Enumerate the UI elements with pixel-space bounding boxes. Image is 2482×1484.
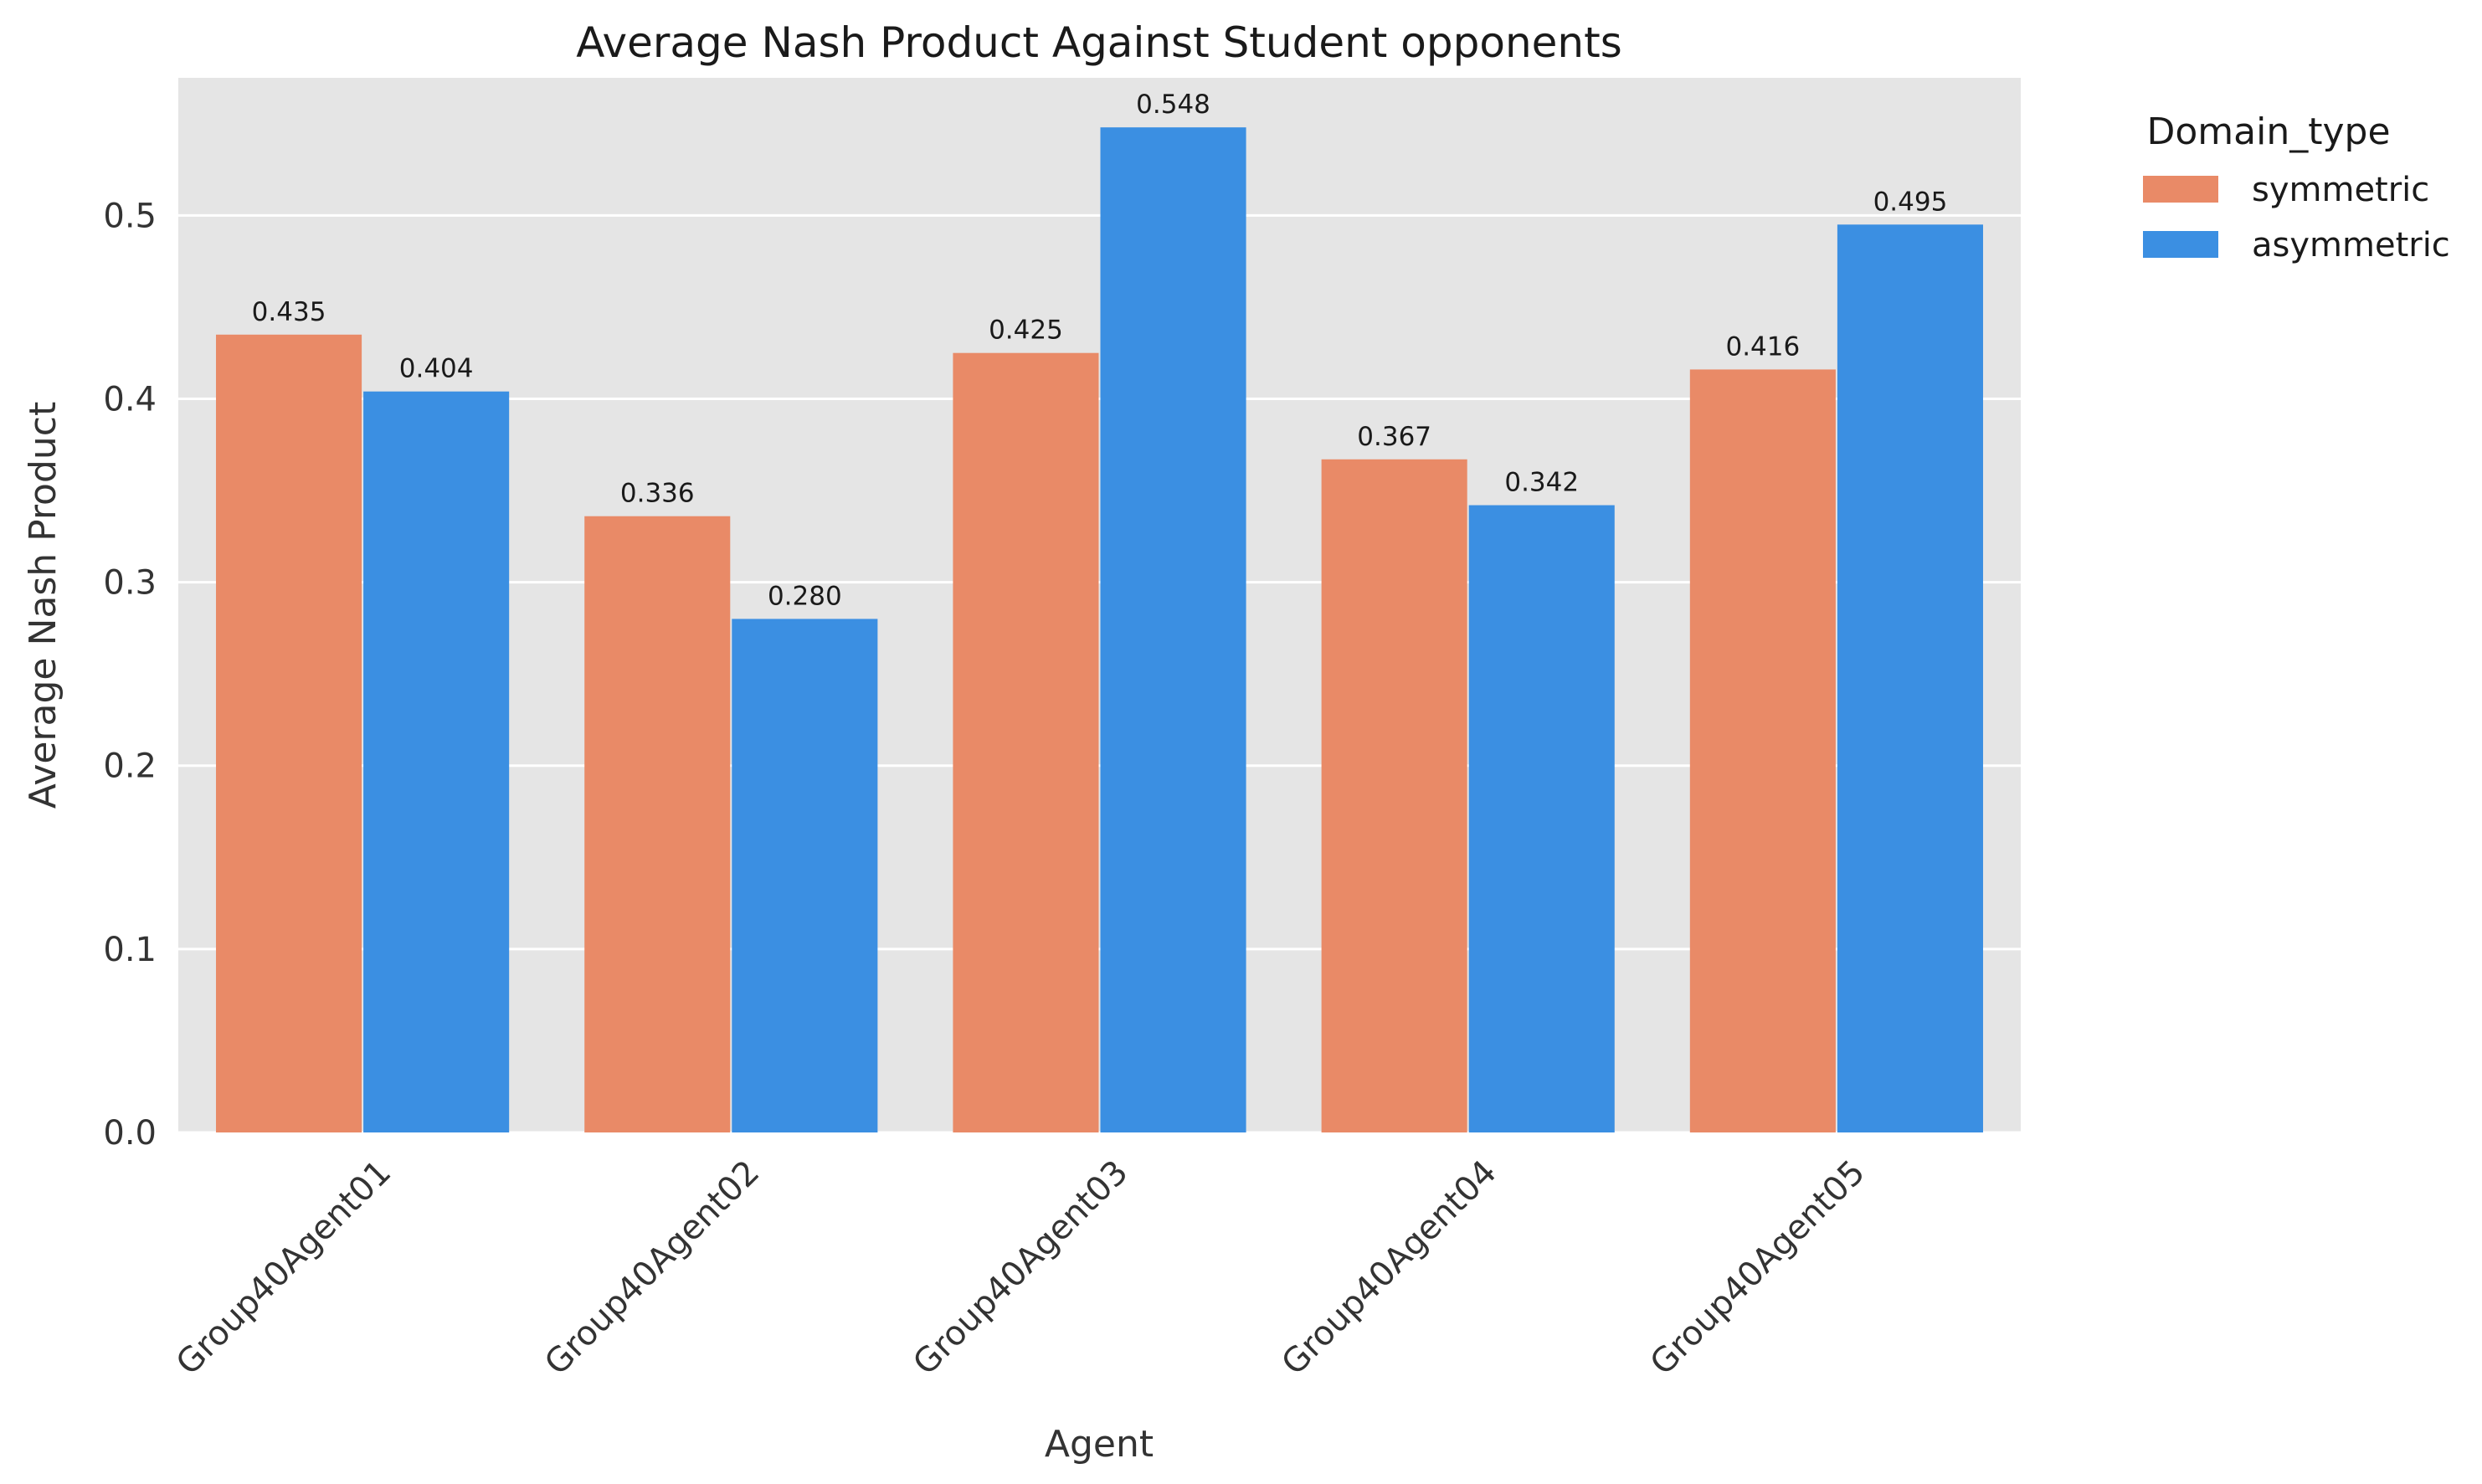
data-label: 0.367 xyxy=(1357,422,1431,452)
y-tick-label: 0.4 xyxy=(103,380,157,418)
bar-symmetric-Group40Agent01 xyxy=(216,334,362,1133)
bar-asymmetric-Group40Agent01 xyxy=(363,391,510,1133)
bars xyxy=(216,127,1983,1133)
x-tick-label: Group40Agent05 xyxy=(1643,1153,1873,1383)
data-label: 0.416 xyxy=(1725,331,1800,362)
legend-swatch-symmetric xyxy=(2143,176,2218,203)
y-tick-label: 0.1 xyxy=(103,931,157,969)
bar-symmetric-Group40Agent03 xyxy=(953,352,1099,1132)
chart-title: Average Nash Product Against Student opp… xyxy=(576,18,1622,67)
data-labels: 0.435 0.404 0.336 0.280 0.425 0.548 0.367 0.342… xyxy=(252,90,1948,611)
legend-label: symmetric xyxy=(2252,171,2429,209)
data-label: 0.548 xyxy=(1136,90,1210,120)
data-label: 0.342 xyxy=(1504,468,1579,498)
y-tick-label: 0.2 xyxy=(103,747,157,786)
x-tick-label: Group40Agent04 xyxy=(1274,1153,1503,1383)
data-label: 0.435 xyxy=(252,297,326,327)
bar-symmetric-Group40Agent02 xyxy=(584,516,731,1132)
y-tick-label: 0.3 xyxy=(103,564,157,603)
data-label: 0.495 xyxy=(1873,187,1948,217)
bar-symmetric-Group40Agent04 xyxy=(1321,459,1467,1132)
legend-swatch-asymmetric xyxy=(2143,231,2218,258)
bar-asymmetric-Group40Agent03 xyxy=(1100,127,1246,1132)
bar-asymmetric-Group40Agent02 xyxy=(732,619,878,1132)
legend-title: Domain_type xyxy=(2146,110,2390,153)
legend-items: symmetric asymmetric xyxy=(2143,171,2450,264)
data-label: 0.404 xyxy=(399,354,474,384)
bar-asymmetric-Group40Agent04 xyxy=(1468,505,1615,1132)
y-tick-label: 0.5 xyxy=(103,197,157,235)
data-label: 0.336 xyxy=(620,479,695,509)
bar-symmetric-Group40Agent05 xyxy=(1689,369,1836,1133)
data-label: 0.425 xyxy=(989,316,1063,346)
y-tick-labels: 0.0 0.1 0.2 0.3 0.4 0.5 xyxy=(103,197,157,1153)
x-axis-label: Agent xyxy=(1045,1423,1154,1466)
y-tick-label: 0.0 xyxy=(103,1114,157,1153)
x-tick-label: Group40Agent02 xyxy=(537,1153,767,1383)
x-tick-label: Group40Agent01 xyxy=(169,1153,398,1383)
x-tick-labels: Group40Agent01 Group40Agent02 Group40Agent… xyxy=(169,1153,1873,1383)
legend-label: asymmetric xyxy=(2252,226,2450,264)
bar-asymmetric-Group40Agent05 xyxy=(1837,224,1983,1133)
x-tick-label: Group40Agent03 xyxy=(906,1153,1135,1383)
y-axis-label: Average Nash Product xyxy=(22,402,64,809)
data-label: 0.280 xyxy=(768,581,842,611)
legend: Domain_type symmetric asymmetric xyxy=(2143,110,2450,264)
